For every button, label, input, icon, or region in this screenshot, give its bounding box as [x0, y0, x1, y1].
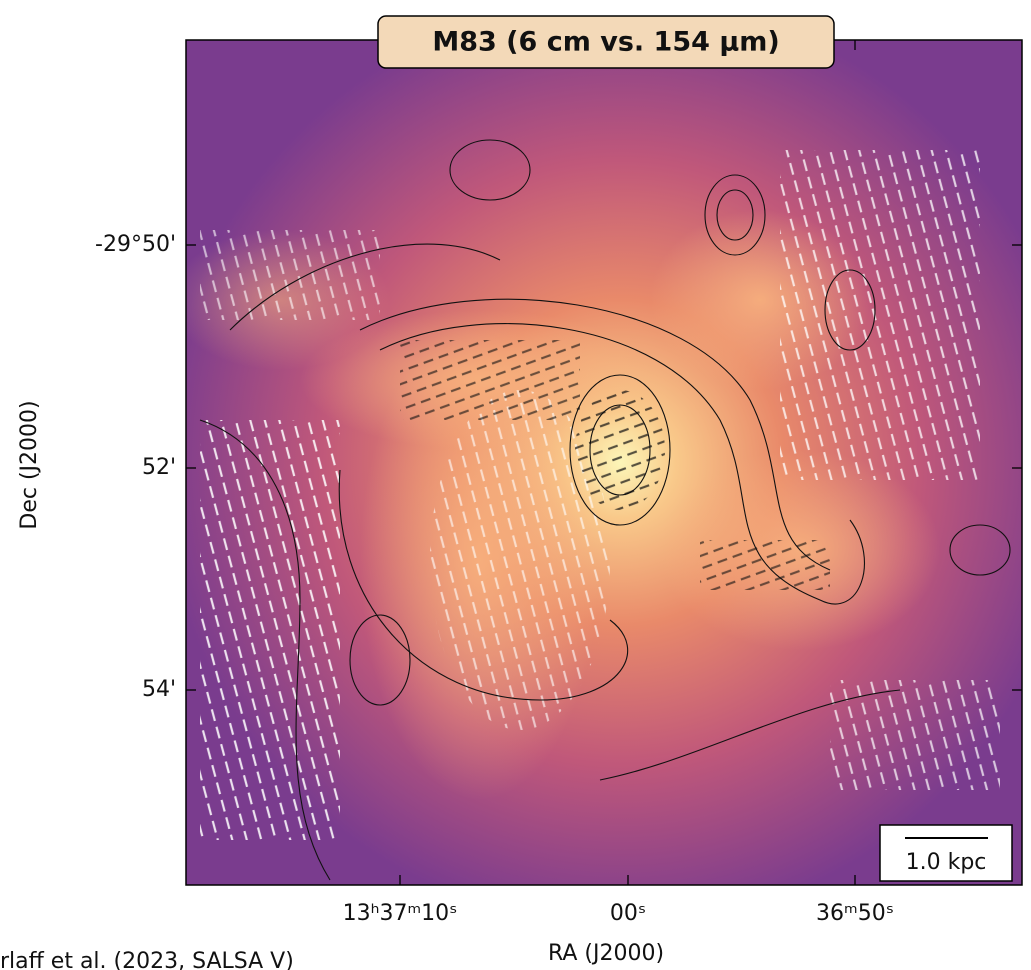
- title: M83 (6 cm vs. 154 μm): [432, 27, 779, 58]
- y-tick-label: -29°50': [95, 232, 176, 257]
- map-image: [186, 40, 1022, 885]
- caption: rlaff et al. (2023, SALSA V): [0, 949, 294, 970]
- y-tick-label: 52': [142, 455, 176, 480]
- y-tick-label: 54': [142, 677, 176, 702]
- x-tick-label: 36ᵐ50ˢ: [816, 901, 894, 926]
- x-axis-label: RA (J2000): [548, 941, 664, 966]
- x-tick-label: 00ˢ: [610, 901, 646, 926]
- tick-marks: [186, 40, 1022, 885]
- scale-bar-label: 1.0 kpc: [906, 850, 987, 875]
- x-tick-label: 13ʰ37ᵐ10ˢ: [343, 901, 458, 926]
- title-box: [377, 15, 835, 69]
- y-axis-label: Dec (J2000): [17, 400, 42, 529]
- scale-bar-box: [879, 824, 1013, 882]
